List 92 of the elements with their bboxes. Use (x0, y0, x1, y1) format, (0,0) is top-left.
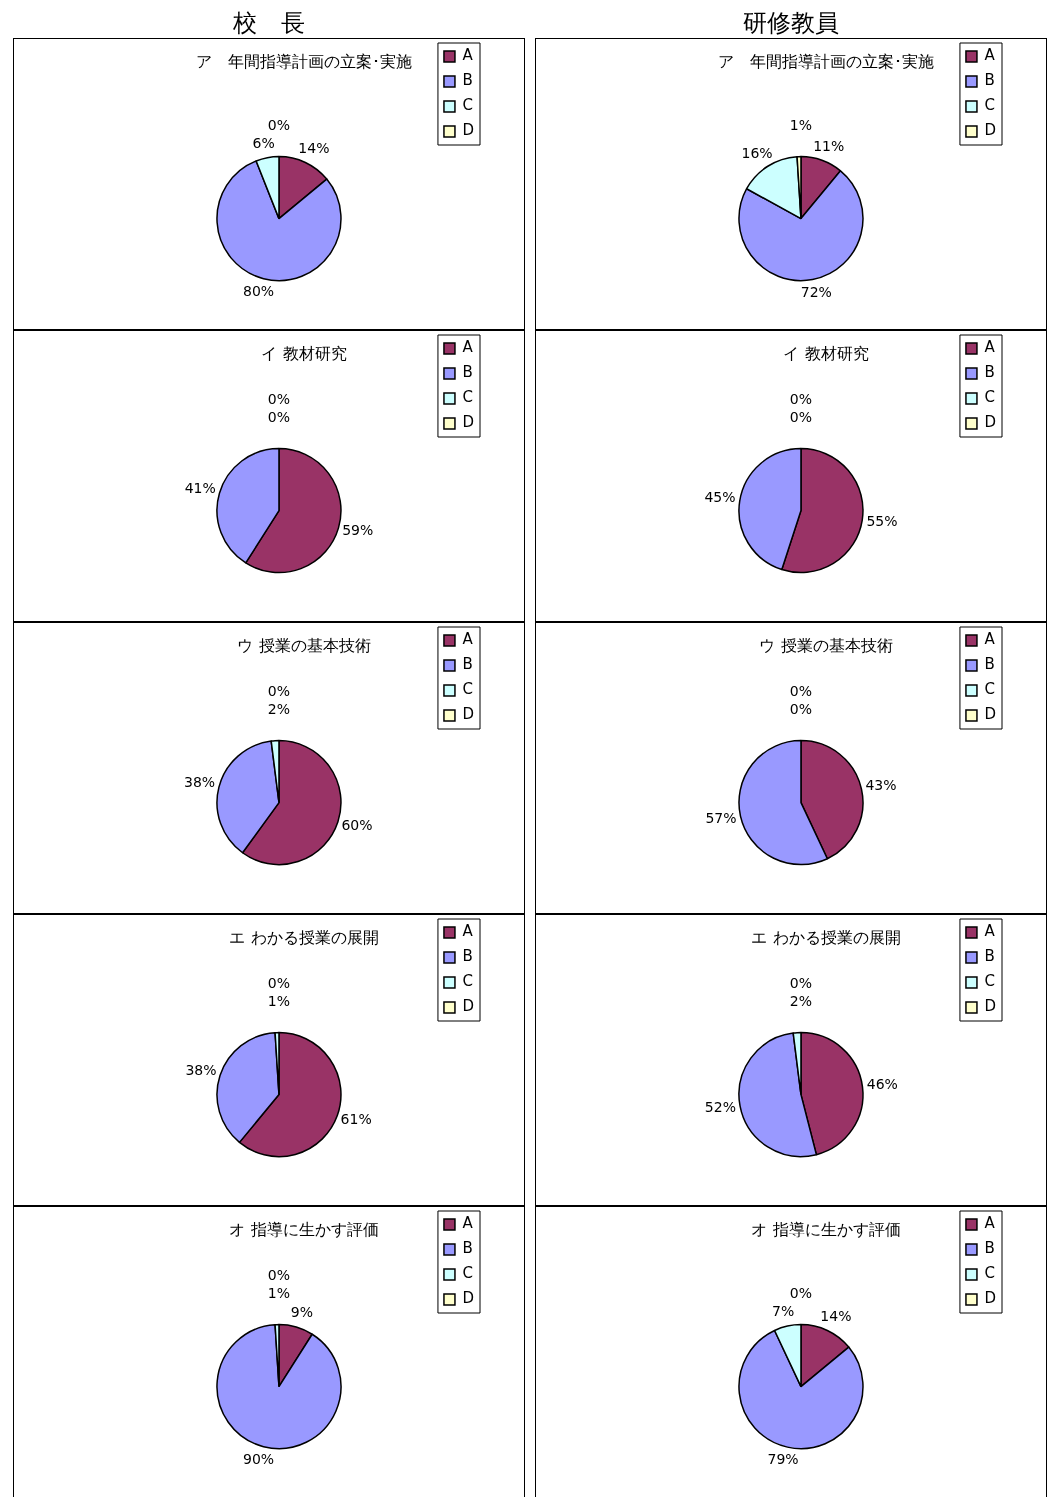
legend-label: C (984, 972, 995, 991)
legend-label: B (984, 1239, 995, 1258)
data-label: 46% (866, 1075, 898, 1092)
legend-label: A (984, 1214, 996, 1233)
data-label: 38% (185, 1061, 217, 1078)
legend-label: C (984, 1264, 995, 1283)
data-label: 9% (290, 1304, 313, 1321)
legend-label: B (984, 655, 995, 674)
legend-label: A (984, 338, 996, 357)
text: 0% (789, 683, 813, 700)
text: 0% (789, 975, 813, 992)
text: 校 長 (233, 8, 305, 38)
legend-label: B (462, 71, 473, 90)
legend-label: B (984, 71, 995, 90)
legend-label: C (462, 680, 473, 699)
data-label: 6% (252, 134, 275, 151)
data-label: 45% (704, 489, 736, 506)
legend-label: A (462, 46, 474, 65)
data-label: 55% (866, 513, 898, 530)
legend-label: B (462, 947, 473, 966)
text: ア 年間指導計画の立案･実施 (196, 51, 412, 71)
data-label: 14% (298, 140, 330, 157)
text: ウ 授業の基本技術 (759, 635, 893, 655)
legend-label: D (462, 121, 475, 140)
data-label: 57% (705, 809, 737, 826)
legend-label: A (462, 630, 474, 649)
legend-label: D (984, 997, 997, 1016)
data-label: 90% (243, 1450, 275, 1467)
data-label: 14% (820, 1308, 852, 1325)
legend-label: D (462, 413, 475, 432)
text: オ 指導に生かす評価 (229, 1219, 379, 1239)
text: ウ 授業の基本技術 (237, 635, 371, 655)
data-label: 59% (342, 522, 374, 539)
data-label: 60% (341, 816, 373, 833)
data-label: 79% (767, 1451, 799, 1468)
text: イ 教材研究 (783, 343, 869, 363)
legend-label: B (984, 947, 995, 966)
legend-label: D (984, 413, 997, 432)
data-label: 41% (184, 480, 216, 497)
legend-label: C (462, 388, 473, 407)
text: エ わかる授業の展開 (751, 927, 901, 947)
legend-label: D (462, 705, 475, 724)
text: 0% (267, 391, 291, 408)
text: 0% (267, 975, 291, 992)
text: 0% (789, 701, 813, 718)
legend-label: A (462, 922, 474, 941)
text: 研修教員 (743, 8, 839, 38)
legend-label: A (984, 922, 996, 941)
legend-label: C (984, 96, 995, 115)
text: 0% (789, 409, 813, 426)
data-label: 38% (183, 774, 216, 791)
data-label: 1% (267, 1285, 291, 1302)
legend-label: D (462, 997, 475, 1016)
text: 0% (267, 1267, 291, 1284)
legend-label: D (462, 1289, 475, 1308)
legend-label: B (984, 363, 995, 382)
data-label: 1% (267, 993, 291, 1010)
legend-label: D (984, 121, 997, 140)
data-label: 80% (243, 282, 275, 299)
data-label: 2% (789, 993, 813, 1010)
text: エ わかる授業の展開 (229, 927, 379, 947)
text: 0% (267, 683, 291, 700)
data-label: 2% (267, 701, 291, 718)
legend-label: C (462, 1264, 473, 1283)
data-label: 72% (800, 283, 832, 300)
text: ア 年間指導計画の立案･実施 (718, 51, 934, 71)
legend-label: B (462, 363, 473, 382)
text: オ 指導に生かす評価 (751, 1219, 901, 1239)
legend-label: B (462, 1239, 473, 1258)
text: 0% (267, 409, 291, 426)
legend-label: A (462, 1214, 474, 1233)
data-label: 43% (865, 776, 897, 793)
legend-label: C (462, 96, 473, 115)
legend-label: C (984, 388, 995, 407)
legend-label: A (984, 46, 996, 65)
data-label: 52% (704, 1099, 736, 1116)
legend-label: C (462, 972, 473, 991)
legend-label: D (984, 1289, 997, 1308)
text: イ 教材研究 (261, 343, 347, 363)
legend-label: A (984, 630, 996, 649)
legend-label: D (984, 705, 997, 724)
data-label: 61% (340, 1110, 372, 1127)
legend-label: B (462, 655, 473, 674)
text: 0% (789, 1285, 813, 1302)
data-label: 16% (741, 145, 773, 162)
data-label: 7% (771, 1303, 795, 1320)
data-label: 11% (813, 137, 845, 154)
text: 0% (267, 117, 291, 134)
text: 0% (789, 391, 813, 408)
data-label: 1% (789, 117, 813, 134)
legend-label: C (984, 680, 995, 699)
legend-label: A (462, 338, 474, 357)
